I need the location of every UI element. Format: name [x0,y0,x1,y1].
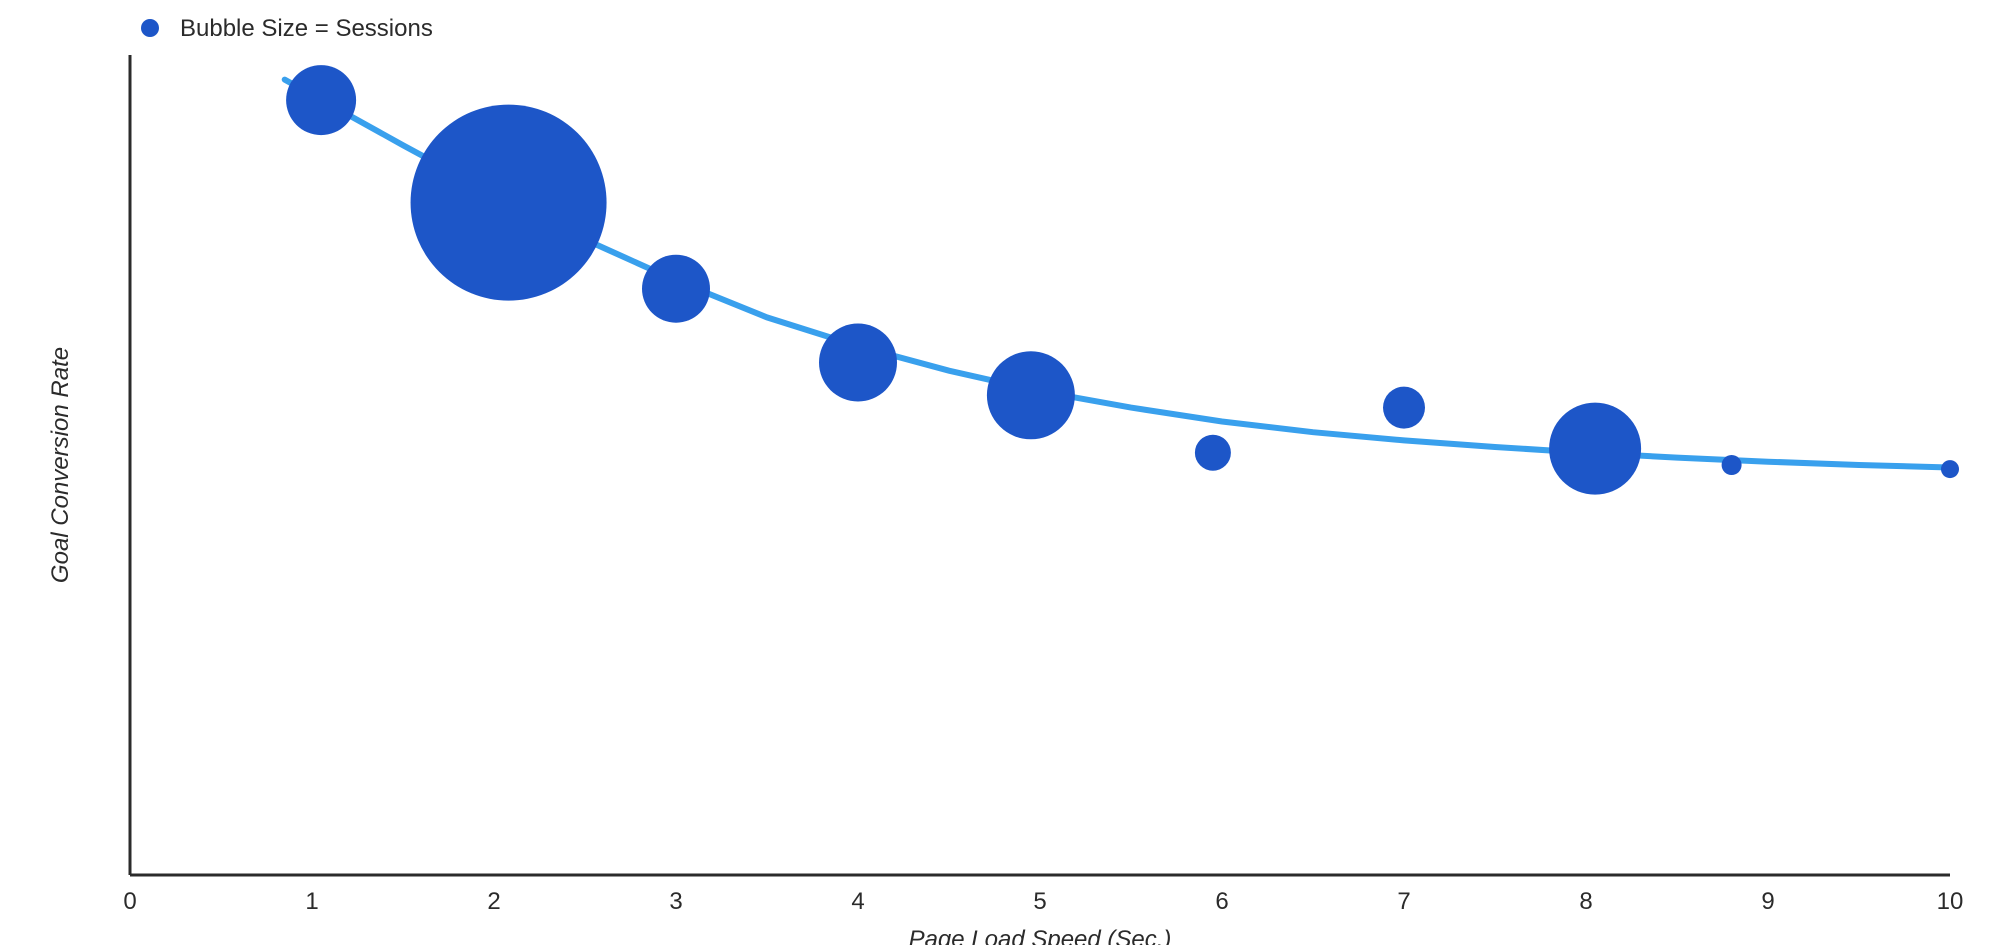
x-tick-label: 10 [1937,888,1964,915]
bubble-point [1195,435,1231,471]
chart-svg: 0 1 2 3 4 5 6 7 8 9 10 Page Load Speed (Sec.) Goal C… [0,0,1999,945]
x-tick-label: 4 [851,888,864,915]
bubble-point [1549,403,1641,495]
bubble-point [1383,387,1425,429]
bubble-point [819,324,897,402]
x-tick-label: 0 [123,888,136,915]
x-tick-label: 2 [487,888,500,915]
legend: Bubble Size = Sessions [141,15,433,42]
legend-label: Bubble Size = Sessions [180,15,433,42]
bubble-point [642,255,710,323]
x-tick-label: 5 [1033,888,1046,915]
bubble-point [1941,460,1959,478]
bubble-point [987,351,1075,439]
x-axis-title: Page Load Speed (Sec.) [909,926,1172,945]
y-axis-title: Goal Conversion Rate [47,347,74,583]
bubble-point [286,65,356,135]
x-tick-label: 6 [1215,888,1228,915]
chart-background [0,0,1999,945]
bubble-point [1722,455,1742,475]
x-tick-label: 8 [1579,888,1592,915]
x-tick-label: 9 [1761,888,1774,915]
x-tick-label: 3 [669,888,682,915]
legend-marker-icon [141,19,159,37]
x-tick-label: 7 [1397,888,1410,915]
bubble-point [411,105,607,301]
bubble-chart: 0 1 2 3 4 5 6 7 8 9 10 Page Load Speed (Sec.) Goal C… [0,0,1999,945]
x-tick-label: 1 [305,888,318,915]
